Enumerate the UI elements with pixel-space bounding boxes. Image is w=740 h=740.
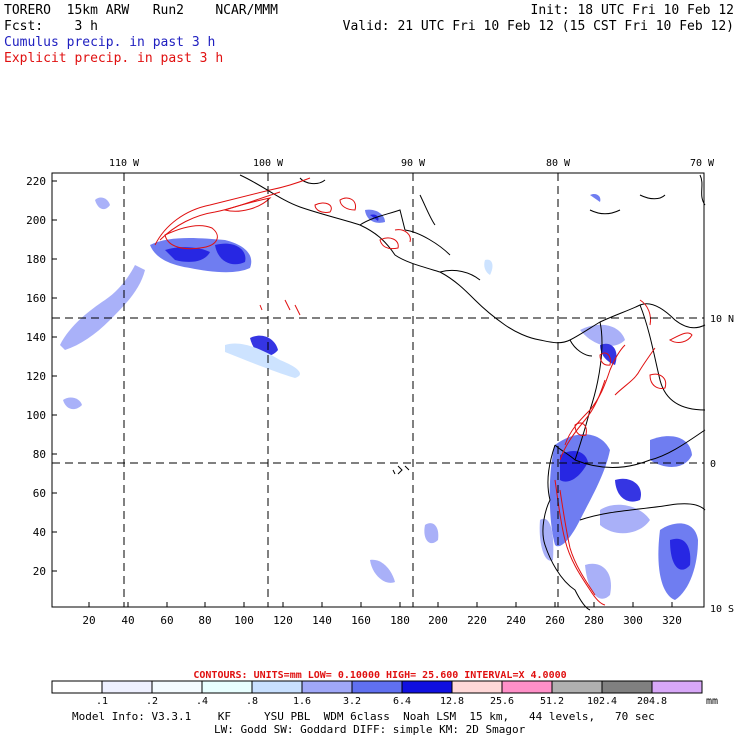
y-tick-label: 20 (33, 565, 46, 578)
lat-label: 0 (710, 459, 716, 470)
lon-label: 70 W (690, 158, 715, 169)
lat-label: 10 N (710, 314, 734, 325)
coastlines (239, 174, 706, 611)
x-tick-label: 160 (351, 614, 371, 627)
lon-label: 100 W (253, 158, 284, 169)
colorbar-label: 12.8 (440, 696, 464, 707)
x-tick-label: 320 (662, 614, 682, 627)
colorbar-label: 25.6 (490, 696, 514, 707)
cumulus-precip-shading (60, 193, 698, 600)
y-tick-label: 180 (26, 253, 46, 266)
x-tick-label: 260 (545, 614, 565, 627)
init-time: Init: 18 UTC Fri 10 Feb 12 (530, 3, 735, 18)
x-tick-label: 280 (584, 614, 604, 627)
explicit-precip-contours (154, 177, 693, 606)
y-tick-label: 40 (33, 526, 46, 539)
lat-label: 10 S (710, 604, 734, 615)
colorbar-label: 204.8 (637, 696, 667, 707)
y-tick-label: 80 (33, 448, 46, 461)
x-tick-label: 120 (273, 614, 293, 627)
latlon-grid (52, 173, 704, 607)
longitude-labels: 110 W 100 W 90 W 80 W 70 W (109, 158, 715, 169)
y-tick-label: 140 (26, 331, 46, 344)
lon-label: 110 W (109, 158, 140, 169)
run-title: TORERO 15km ARW Run2 NCAR/MMM (4, 3, 278, 18)
y-tick-label: 100 (26, 409, 46, 422)
model-info: Model Info: V3.3.1 KF YSU PBL WDM 6class… (72, 710, 655, 723)
forecast-hour: Fcst: 3 h (4, 19, 98, 34)
colorbar (51, 680, 703, 694)
x-tick-label: 220 (467, 614, 487, 627)
y-tick-label: 60 (33, 487, 46, 500)
colorbar-label: 3.2 (343, 696, 361, 707)
plot-frame (51, 172, 705, 608)
x-tick-label: 140 (312, 614, 332, 627)
x-tick-label: 80 (198, 614, 211, 627)
x-axis-ticks: 20 40 60 80 100 120 140 160 180 200 220 … (82, 602, 682, 627)
colorbar-label: .1 (96, 696, 108, 707)
colorbar-label: 102.4 (587, 696, 617, 707)
colorbar-label: 6.4 (393, 696, 411, 707)
colorbar-unit: mm (706, 696, 718, 707)
colorbar-label: .4 (196, 696, 208, 707)
colorbar-label: .2 (146, 696, 158, 707)
y-tick-label: 120 (26, 370, 46, 383)
latitude-labels: 10 N 0 10 S (710, 314, 734, 615)
colorbar-label: 1.6 (293, 696, 311, 707)
y-tick-label: 200 (26, 214, 46, 227)
valid-time: Valid: 21 UTC Fri 10 Feb 12 (15 CST Fri … (342, 19, 734, 34)
x-tick-label: 60 (160, 614, 173, 627)
x-tick-label: 40 (121, 614, 134, 627)
cumulus-legend: Cumulus precip. in past 3 h (4, 35, 216, 50)
lon-label: 80 W (546, 158, 571, 169)
y-axis-ticks: 220 200 180 160 140 120 100 80 60 40 20 (26, 175, 57, 578)
model-physics: LW: Godd SW: Goddard DIFF: simple KM: 2D… (214, 723, 526, 736)
colorbar-labels: .1 .2 .4 .8 1.6 3.2 6.4 12.8 25.6 51.2 1… (96, 696, 718, 707)
colorbar-label: .8 (246, 696, 258, 707)
y-tick-label: 160 (26, 292, 46, 305)
x-tick-label: 300 (623, 614, 643, 627)
country-borders (359, 209, 706, 521)
x-tick-label: 180 (390, 614, 410, 627)
contours-info: CONTOURS: UNITS=mm LOW= 0.10000 HIGH= 25… (193, 670, 566, 681)
explicit-legend: Explicit precip. in past 3 h (4, 51, 224, 66)
x-tick-label: 20 (82, 614, 95, 627)
y-tick-label: 220 (26, 175, 46, 188)
x-tick-label: 200 (428, 614, 448, 627)
colorbar-label: 51.2 (540, 696, 564, 707)
x-tick-label: 240 (506, 614, 526, 627)
lon-label: 90 W (401, 158, 426, 169)
x-tick-label: 100 (234, 614, 254, 627)
